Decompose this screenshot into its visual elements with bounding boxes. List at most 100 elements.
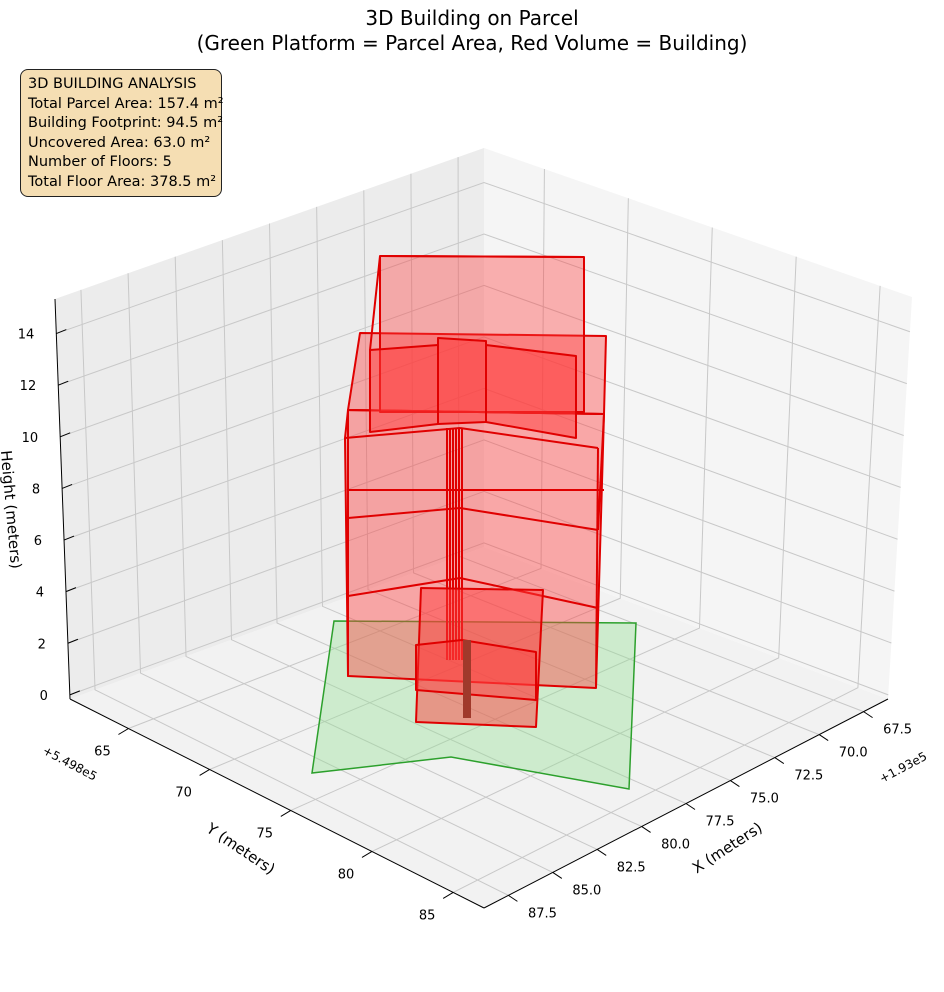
z-tick (69, 690, 81, 696)
y-axis-line (69, 698, 485, 909)
analysis-line-parcel-area: Total Parcel Area: 157.4 m² (28, 95, 224, 112)
x-tick-label: 75.0 (750, 792, 779, 807)
parcel-platform (311, 620, 637, 790)
z-tick-label: 6 (34, 534, 42, 549)
x-gridline (221, 240, 642, 827)
x-gridline (316, 206, 731, 781)
y-tick (199, 769, 210, 776)
x-tick-label: 85.0 (572, 883, 601, 898)
z-gridline (59, 284, 904, 438)
z-tick-label: 2 (38, 637, 46, 652)
x-tick-label: 80.0 (661, 837, 690, 852)
z-gridline (56, 181, 911, 335)
analysis-line-floors: Number of Floors: 5 (28, 154, 172, 171)
building-core-column (463, 640, 471, 718)
building-volume (344, 255, 607, 728)
y-gridline (371, 256, 797, 852)
grid-lines (56, 157, 911, 896)
chart-subtitle: (Green Platform = Parcel Area, Red Volum… (196, 31, 748, 55)
z-tick (61, 483, 73, 489)
x-tick-label: 67.5 (883, 723, 912, 738)
parcel-polygon (311, 620, 637, 790)
z-tick-label: 0 (40, 689, 48, 704)
analysis-line-floor-area: Total Floor Area: 378.5 m² (28, 173, 217, 190)
y-gridline (209, 198, 629, 770)
y-gridline (290, 227, 713, 811)
analysis-box: 3D BUILDING ANALYSIS Total Parcel Area: … (20, 69, 224, 197)
analysis-line-uncovered: Uncovered Area: 63.0 m² (28, 134, 211, 151)
x-tick-label: 70.0 (839, 746, 868, 761)
y-tick-label: 65 (94, 745, 111, 760)
upper-corner-left (369, 255, 381, 351)
y-tick (361, 851, 373, 858)
corner-edge-right (595, 447, 599, 689)
x-tick-label: 77.5 (706, 815, 735, 830)
x-tick (596, 849, 607, 856)
x-tick-label: 82.5 (617, 860, 646, 875)
z-tick-label: 4 (36, 586, 44, 601)
x-tick (641, 826, 651, 833)
building-upper-left-face (369, 344, 439, 433)
corner-edge-right-upper (597, 413, 605, 531)
z-tick (67, 638, 79, 644)
x-tick (774, 757, 785, 764)
z-tick-label: 12 (20, 379, 37, 394)
building-upper-core-face (437, 337, 487, 425)
building-lower-side-face (344, 409, 349, 677)
z-tick-label: 10 (22, 431, 39, 446)
building-upper-right-face (485, 344, 577, 439)
y-tick (442, 891, 454, 899)
x-gridline (174, 256, 598, 850)
chart-title: 3D Building on Parcel (365, 6, 579, 30)
z-axis-line (54, 298, 71, 700)
y-tick-label: 85 (419, 908, 436, 923)
z-tick (56, 329, 67, 335)
x-tick-label: 87.5 (528, 906, 557, 921)
right-wall-pane (484, 148, 912, 699)
x-gridline (269, 223, 687, 804)
floor-edge-2b (347, 507, 461, 519)
x-gridline (80, 289, 509, 896)
x-tick-label: 72.5 (794, 769, 823, 784)
y-tick-label: 80 (338, 867, 355, 882)
z-gridline (58, 233, 907, 386)
x-tick (508, 894, 518, 902)
x-tick (552, 871, 563, 879)
analysis-line-footprint: Building Footprint: 94.5 m² (28, 115, 224, 132)
y-gridline (452, 285, 881, 893)
x-tick (818, 734, 829, 742)
y-tick-label: 70 (175, 785, 192, 800)
x-gridline (363, 190, 775, 759)
floor-edge-1a (347, 577, 461, 597)
roof-edge (379, 255, 585, 258)
floor-edge-1b (459, 577, 599, 609)
x-tick (730, 780, 740, 787)
x-gridline (127, 273, 554, 873)
y-tick (118, 728, 129, 735)
floor-edge-2c (459, 507, 599, 531)
z-gridline (69, 542, 889, 696)
z-tick (59, 432, 71, 438)
building-annex-lower-face (415, 639, 537, 701)
z-gridline (65, 439, 895, 593)
z-gridline (61, 336, 901, 489)
z-axis-label: Height (meters) (0, 450, 25, 570)
z-tick (58, 380, 69, 386)
floor-edge-3c (459, 427, 599, 449)
z-tick-label: 8 (32, 482, 40, 497)
z-tick (63, 535, 75, 541)
analysis-heading: 3D BUILDING ANALYSIS (28, 76, 197, 92)
z-tick (65, 587, 77, 593)
y-gridline (128, 169, 545, 729)
x-tick (863, 711, 873, 719)
floor-edge-3b (344, 427, 461, 439)
x-gridline (410, 173, 820, 736)
y-tick-label: 75 (257, 826, 274, 841)
floor-pane (70, 547, 888, 908)
y-offset-label: +5.498e5 (40, 743, 99, 783)
x-offset-label: +1.93e5 (877, 749, 929, 786)
y-tick (280, 810, 292, 817)
x-tick (685, 803, 696, 810)
